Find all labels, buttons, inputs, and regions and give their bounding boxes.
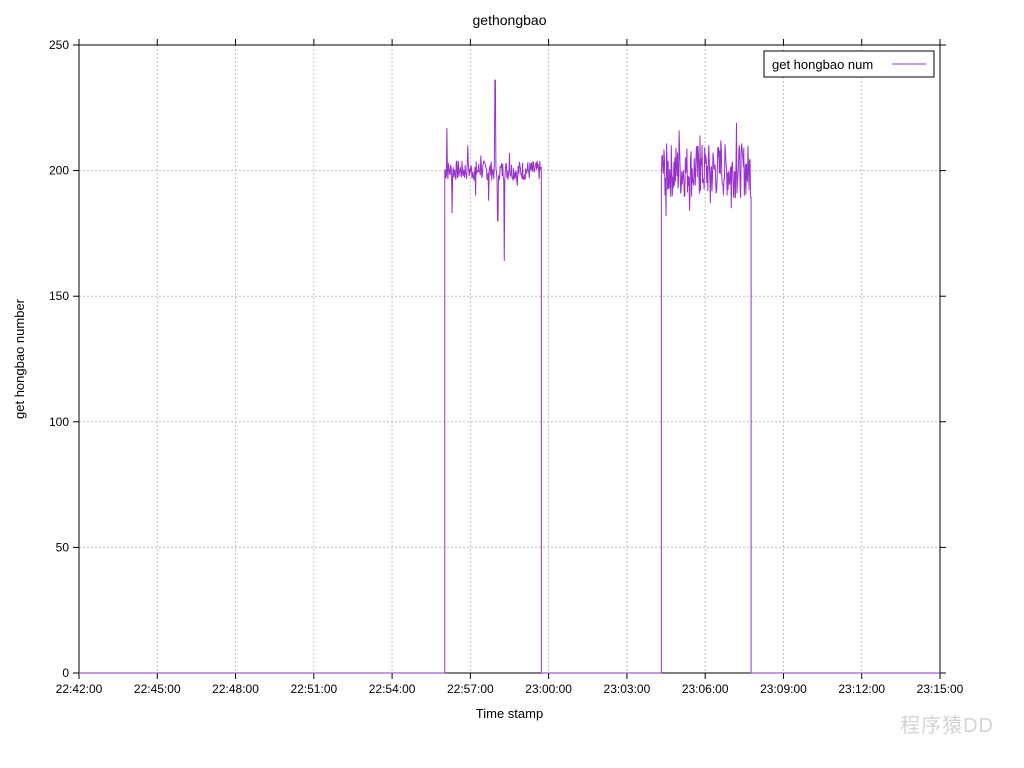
x-tick-label: 22:45:00 [134,682,181,696]
y-tick-label: 150 [49,289,69,303]
line-chart: gethongbao 0 50 100 150 200 250 22:42:00 22:45:0… [0,0,1024,768]
x-tick-label: 22:54:00 [369,682,416,696]
y-tick-label: 100 [49,415,69,429]
x-tick-label: 23:06:00 [682,682,729,696]
x-tick-label: 23:12:00 [838,682,885,696]
x-tick-label: 23:15:00 [917,682,964,696]
y-tick-label: 200 [49,164,69,178]
chart-title: gethongbao [473,12,547,28]
x-tick-label: 22:48:00 [212,682,259,696]
x-tick-label: 22:57:00 [447,682,494,696]
x-tick-label: 23:03:00 [604,682,651,696]
y-axis-label: get hongbao number [12,298,27,419]
y-tick-label: 0 [62,666,69,680]
x-axis-label: Time stamp [476,706,543,721]
y-tick-label: 50 [56,540,70,554]
x-tick-label: 23:00:00 [525,682,572,696]
y-tick-label: 250 [49,38,69,52]
x-tick-label: 23:09:00 [760,682,807,696]
x-tick-label: 22:42:00 [56,682,103,696]
x-tick-label: 22:51:00 [290,682,337,696]
legend-label: get hongbao num [772,57,873,72]
